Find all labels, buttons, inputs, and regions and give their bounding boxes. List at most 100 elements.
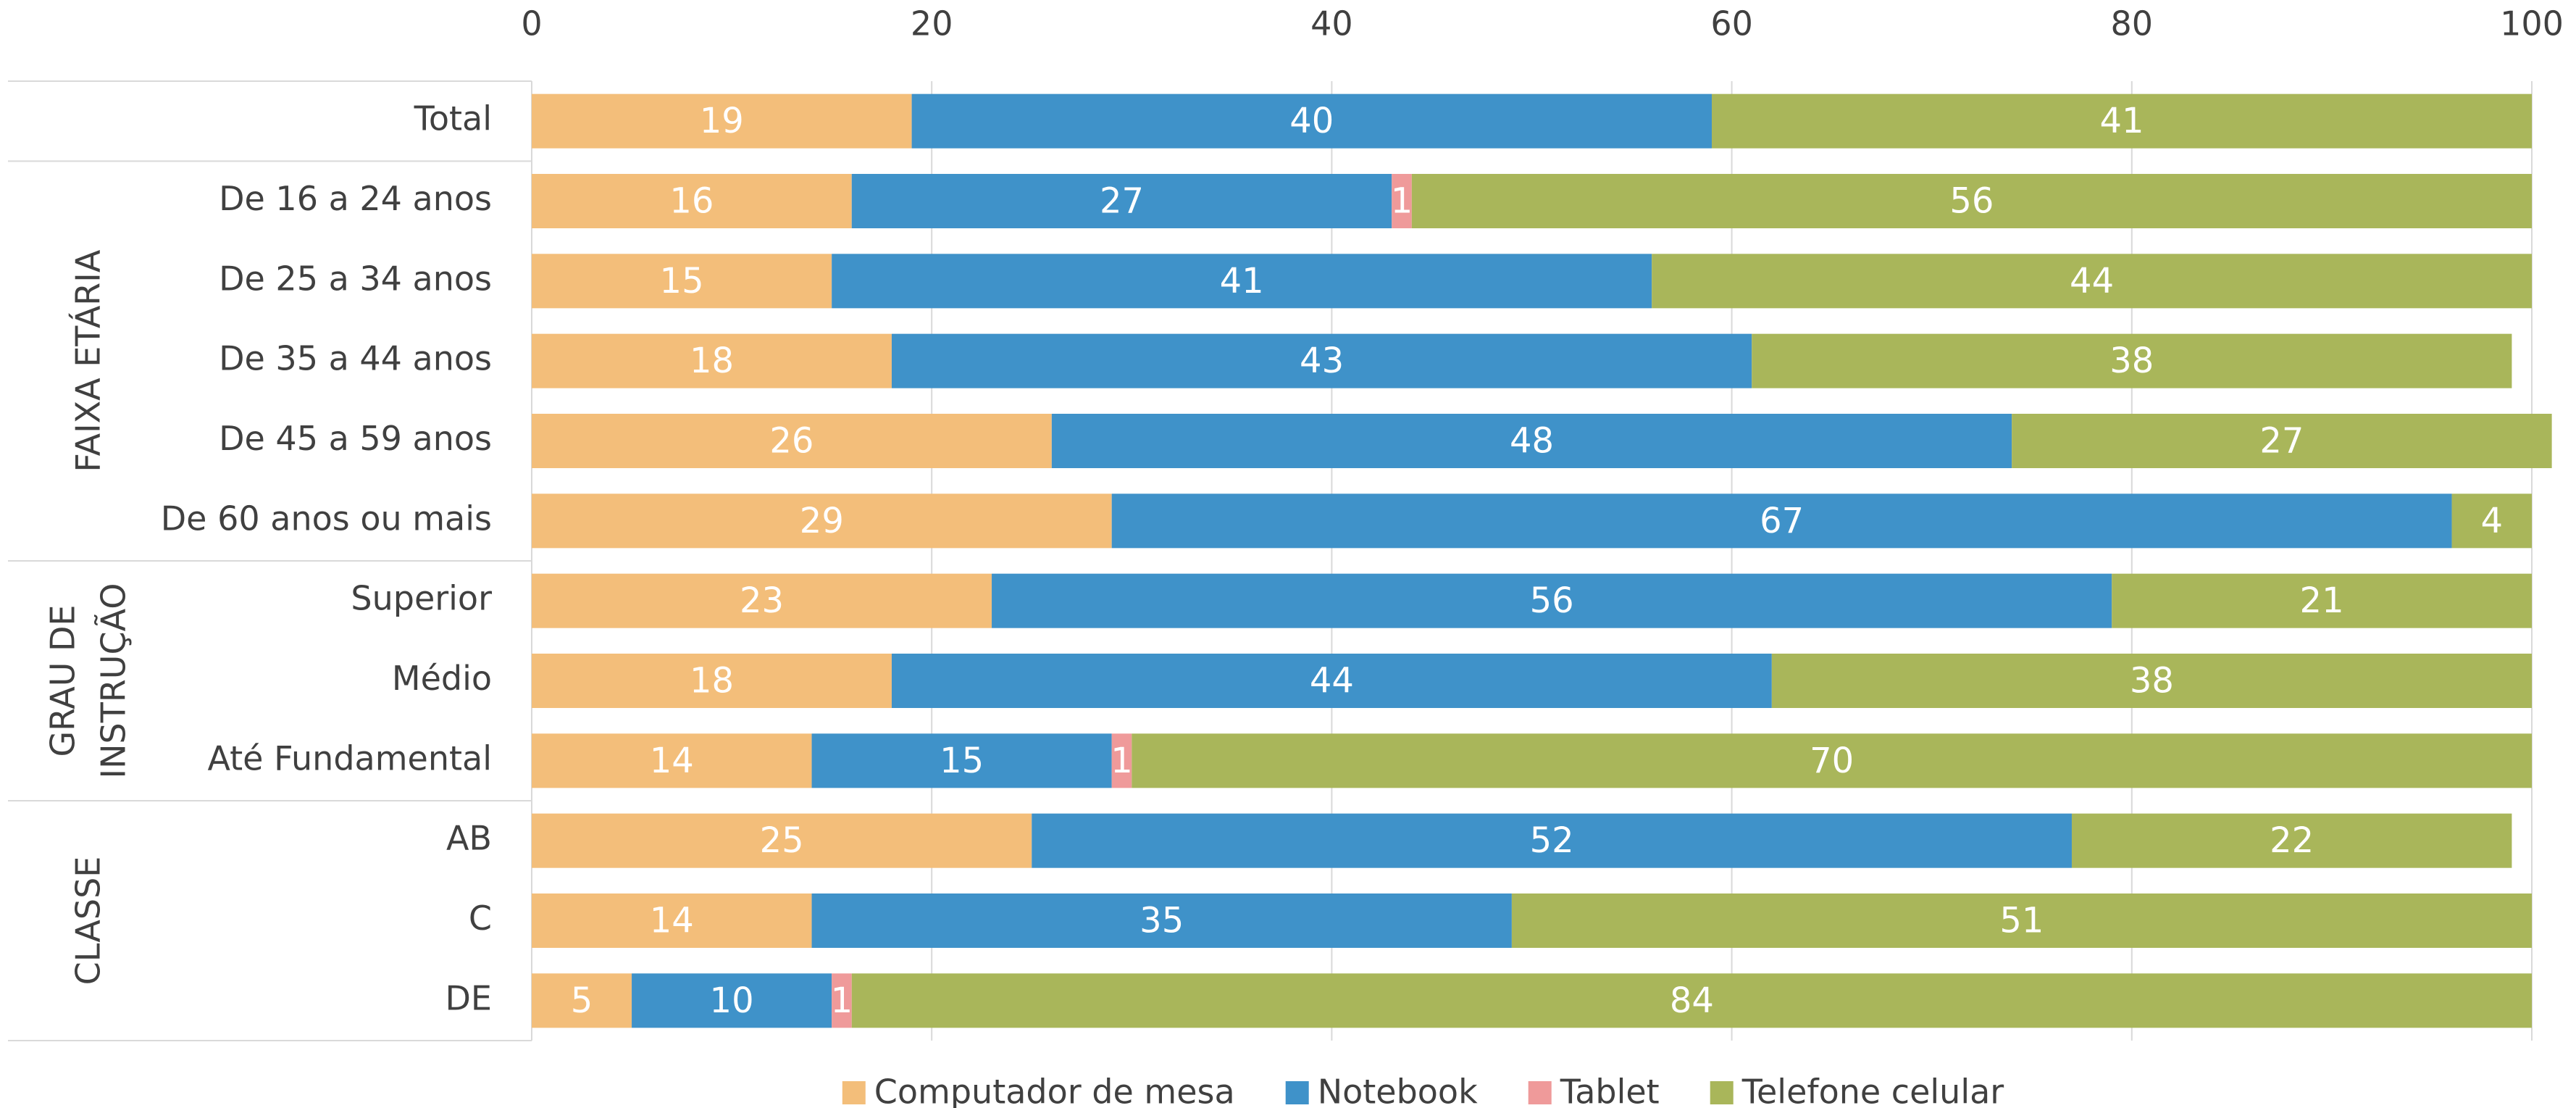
bar-segment — [532, 333, 892, 388]
bar-segment — [832, 254, 1652, 309]
legend-swatch — [1528, 1081, 1552, 1104]
group-label: INSTRUÇÃO — [94, 583, 133, 779]
group-label: FAIXA ETÁRIA — [69, 249, 108, 472]
x-tick-label: 100 — [2500, 4, 2564, 43]
legend-item: Tablet — [1528, 1072, 1660, 1108]
value-label: 29 — [800, 501, 844, 541]
category-label: De 45 a 59 anos — [219, 419, 492, 458]
legend-label: Telefone celular — [1741, 1072, 2004, 1108]
bar-segment — [1032, 813, 2072, 868]
value-label: 1 — [831, 980, 853, 1021]
value-label: 38 — [2130, 661, 2174, 701]
value-label: 18 — [690, 661, 734, 701]
value-label: 48 — [1510, 421, 1554, 462]
value-label: 44 — [2070, 261, 2114, 301]
bar-segment — [1652, 254, 2532, 309]
bar-segment — [1111, 733, 1132, 788]
x-tick-label: 60 — [1710, 4, 1753, 43]
legend-item: Notebook — [1285, 1072, 1478, 1108]
legend-swatch — [1285, 1081, 1309, 1104]
bar-segment — [532, 733, 812, 788]
bar-segment — [2451, 493, 2532, 549]
value-label: 15 — [940, 741, 984, 781]
value-label: 5 — [571, 980, 593, 1021]
value-label: 26 — [769, 421, 814, 462]
value-label: 1 — [1391, 181, 1413, 222]
bar-segment — [1711, 93, 2532, 149]
value-label: 10 — [710, 980, 754, 1021]
bar-segment — [992, 573, 2112, 628]
value-label: 51 — [1999, 901, 2044, 941]
x-tick-label: 40 — [1310, 4, 1353, 43]
legend-swatch — [1710, 1081, 1734, 1104]
bar-segment — [532, 653, 892, 709]
category-label: Até Fundamental — [207, 738, 492, 778]
bar-segment — [1051, 413, 2012, 469]
value-label: 14 — [650, 901, 694, 941]
bar-segment — [632, 973, 832, 1028]
bar-segment — [1411, 173, 2532, 229]
bar-segment — [2071, 813, 2512, 868]
bar-segment — [1752, 333, 2512, 388]
legend-item: Computador de mesa — [842, 1072, 1235, 1108]
legend-item: Telefone celular — [1710, 1072, 2004, 1108]
category-label: De 25 a 34 anos — [219, 259, 492, 298]
bar-segment — [851, 173, 1392, 229]
value-label: 19 — [700, 101, 744, 141]
category-label: C — [469, 899, 492, 938]
category-label: De 35 a 44 anos — [219, 339, 492, 378]
category-label: De 16 a 24 anos — [219, 179, 492, 218]
value-label: 41 — [2099, 101, 2144, 141]
value-label: 4 — [2481, 501, 2504, 541]
bar-segment — [532, 413, 1052, 469]
value-label: 52 — [1530, 820, 1574, 861]
value-label: 21 — [2300, 580, 2344, 621]
legend-label: Computador de mesa — [874, 1072, 1235, 1108]
bar-segment — [532, 254, 832, 309]
value-label: 44 — [1310, 661, 1354, 701]
bar-segment — [891, 653, 1772, 709]
bar-segment — [1111, 493, 2452, 549]
value-label: 67 — [1760, 501, 1804, 541]
group-label: CLASSE — [69, 857, 108, 986]
bar-segment — [532, 173, 852, 229]
category-label: Superior — [351, 579, 492, 618]
value-label: 84 — [1670, 980, 1714, 1021]
bar-segment — [1132, 733, 2532, 788]
x-tick-label: 80 — [2111, 4, 2154, 43]
category-label: Total — [414, 99, 492, 138]
bar-segment — [832, 973, 852, 1028]
value-label: 27 — [1100, 181, 1144, 222]
category-label: De 60 anos ou mais — [161, 499, 492, 538]
bar-segment — [891, 333, 1752, 388]
value-label: 56 — [1530, 580, 1574, 621]
bar-segment — [811, 733, 1112, 788]
value-label: 56 — [1949, 181, 1994, 222]
bar-segment — [2112, 573, 2532, 628]
bar-segment — [532, 813, 1032, 868]
value-label: 41 — [1220, 261, 1264, 301]
value-label: 70 — [1810, 741, 1854, 781]
value-label: 43 — [1300, 341, 1344, 381]
value-label: 25 — [760, 820, 804, 861]
bar-segment — [811, 893, 1512, 949]
bar-segment — [532, 573, 992, 628]
bar-segment — [2012, 413, 2552, 469]
bar-segment — [1771, 653, 2532, 709]
value-label: 35 — [1139, 901, 1184, 941]
value-label: 38 — [2109, 341, 2154, 381]
value-label: 27 — [2259, 421, 2304, 462]
value-label: 16 — [669, 181, 714, 222]
category-label: Médio — [392, 659, 492, 698]
legend-swatch — [842, 1081, 866, 1104]
value-label: 18 — [690, 341, 734, 381]
value-label: 23 — [740, 580, 784, 621]
value-label: 14 — [650, 741, 694, 781]
value-label: 15 — [660, 261, 704, 301]
bar-segment — [1511, 893, 2532, 949]
category-label: DE — [446, 978, 493, 1017]
bar-segment — [532, 93, 912, 149]
bar-segment — [851, 973, 2532, 1028]
bar-segment — [532, 973, 632, 1028]
